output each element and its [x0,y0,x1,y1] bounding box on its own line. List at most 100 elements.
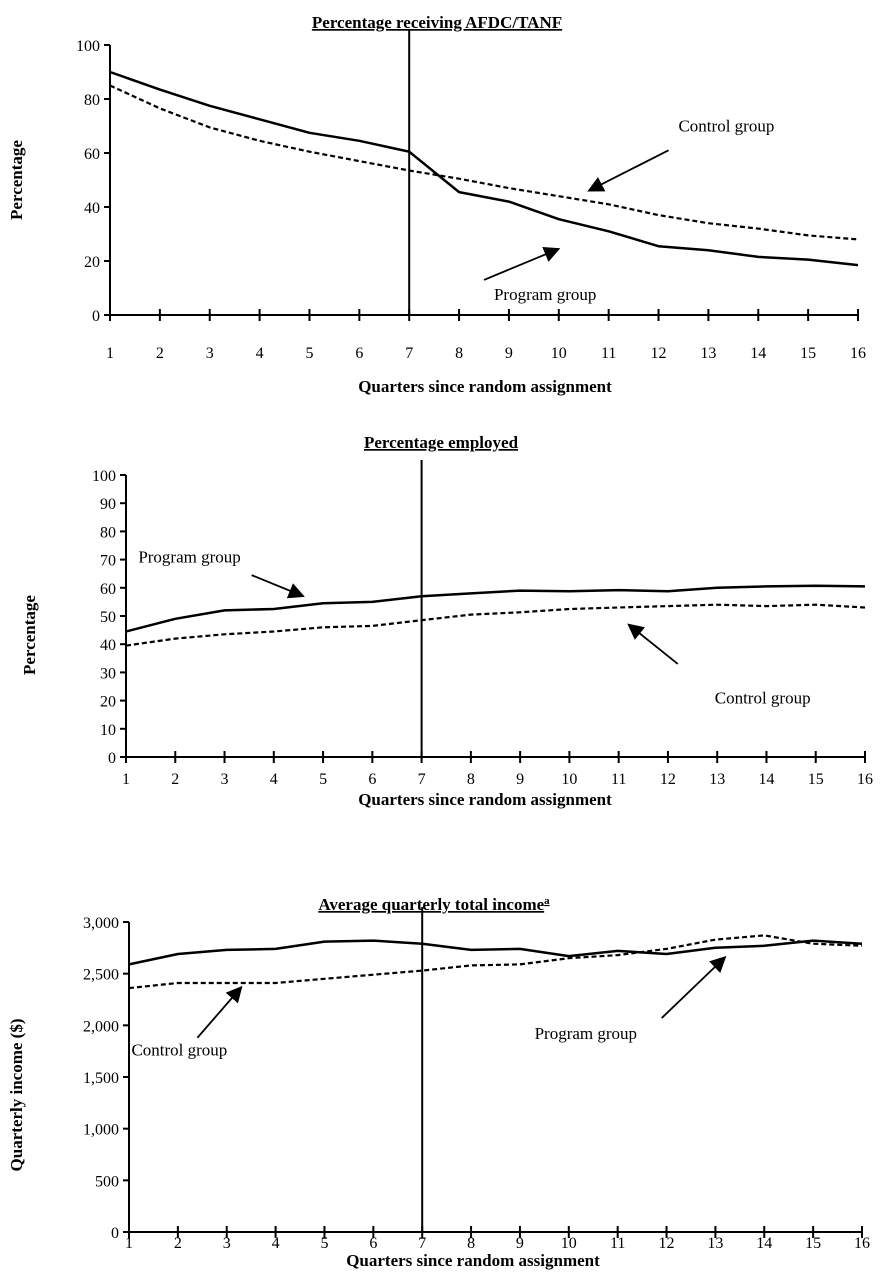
x-tick-label: 9 [505,345,513,362]
x-tick-label: 6 [368,771,376,788]
control-group-line [109,84,859,241]
x-tick-label: 16 [854,1235,870,1252]
x-tick-label: 15 [805,1235,821,1252]
y-tick-label: 70 [100,553,116,570]
annotation-label: Program group [494,285,596,304]
x-tick-label: 7 [418,771,426,788]
x-tick-label: 12 [651,345,667,362]
y-tick-label: 2,000 [83,1018,119,1035]
x-tick-label: 6 [369,1235,377,1252]
x-tick-label: 11 [601,345,616,362]
x-tick-label: 5 [320,1235,328,1252]
y-tick-label: 1,500 [83,1070,119,1087]
annotation-label: Control group [715,688,811,707]
panel-income: Average quarterly total incomea Quarters… [7,895,870,1270]
y-tick-label: 100 [92,468,116,485]
x-tick-label: 11 [610,1235,625,1252]
y-tick-label: 2,500 [83,967,119,984]
x-tick-label: 13 [709,771,725,788]
x-tick-label: 14 [756,1235,772,1252]
x-tick-label: 7 [418,1235,426,1252]
x-tick-label: 4 [270,771,278,788]
x-tick-label: 10 [561,771,577,788]
x-tick-label: 15 [800,345,816,362]
annotation-label: Control group [131,1040,227,1059]
annotation-arrow [627,623,679,665]
x-tick-label: 1 [122,771,130,788]
x-tick-label: 14 [750,345,766,362]
x-tick-label: 5 [305,345,313,362]
chart-title-superscript: a [544,895,550,907]
annotation-label: Program group [535,1024,637,1043]
x-tick-label: 15 [808,771,824,788]
x-tick-label: 2 [174,1235,182,1252]
y-tick-label: 80 [84,92,100,109]
x-axis-label: Quarters since random assignment [358,790,612,809]
y-axis-label: Percentage [20,595,39,675]
annotation-label: Program group [138,547,240,566]
y-tick-label: 60 [100,581,116,598]
chart-title: Percentage receiving AFDC/TANF [312,13,562,32]
y-tick-label: 40 [84,200,100,217]
x-tick-label: 10 [561,1235,577,1252]
control-group-line [125,603,866,647]
x-tick-label: 4 [256,345,264,362]
x-tick-label: 16 [857,771,873,788]
y-axis-label: Percentage [7,140,26,220]
chart-title: Percentage employed [364,433,519,452]
annotation-arrow [483,246,561,281]
y-tick-label: 500 [95,1173,119,1190]
y-tick-label: 20 [84,254,100,271]
x-tick-label: 9 [516,1235,524,1252]
x-tick-label: 7 [405,345,413,362]
y-tick-label: 100 [76,38,100,55]
y-tick-label: 20 [100,694,116,711]
x-tick-label: 3 [206,345,214,362]
y-axis-label: Quarterly income ($) [7,1019,26,1172]
x-tick-label: 2 [171,771,179,788]
x-tick-label: 5 [319,771,327,788]
y-tick-label: 10 [100,722,116,739]
y-tick-label: 0 [92,308,100,325]
control-group-line [128,934,863,990]
x-tick-label: 8 [455,345,463,362]
x-tick-label: 14 [758,771,774,788]
x-axis-label: Quarters since random assignment [358,377,612,396]
annotation-label: Control group [678,116,774,135]
annotation-arrow [661,956,727,1019]
x-tick-label: 13 [707,1235,723,1252]
x-axis-label: Quarters since random assignment [346,1251,600,1270]
annotation-arrow [251,574,305,599]
y-tick-label: 3,000 [83,915,119,932]
x-tick-label: 13 [700,345,716,362]
x-tick-label: 10 [551,345,567,362]
y-tick-label: 40 [100,637,116,654]
annotation-arrow [587,149,669,192]
x-tick-label: 1 [106,345,114,362]
x-tick-label: 2 [156,345,164,362]
y-tick-label: 0 [111,1225,119,1242]
x-tick-label: 6 [355,345,363,362]
x-tick-label: 3 [221,771,229,788]
x-tick-label: 3 [223,1235,231,1252]
program-group-line [128,939,863,966]
y-tick-label: 60 [84,146,100,163]
y-tick-label: 0 [108,750,116,767]
y-tick-label: 1,000 [83,1122,119,1139]
chart-title-text: Average quarterly total income [318,895,544,914]
y-tick-label: 80 [100,524,116,541]
x-tick-label: 1 [125,1235,133,1252]
x-tick-label: 12 [660,771,676,788]
x-tick-label: 9 [516,771,524,788]
x-tick-label: 12 [659,1235,675,1252]
x-tick-label: 8 [467,1235,475,1252]
x-tick-label: 11 [611,771,626,788]
program-group-line [125,584,866,633]
x-tick-label: 4 [272,1235,280,1252]
y-tick-label: 30 [100,665,116,682]
x-tick-label: 16 [850,345,866,362]
